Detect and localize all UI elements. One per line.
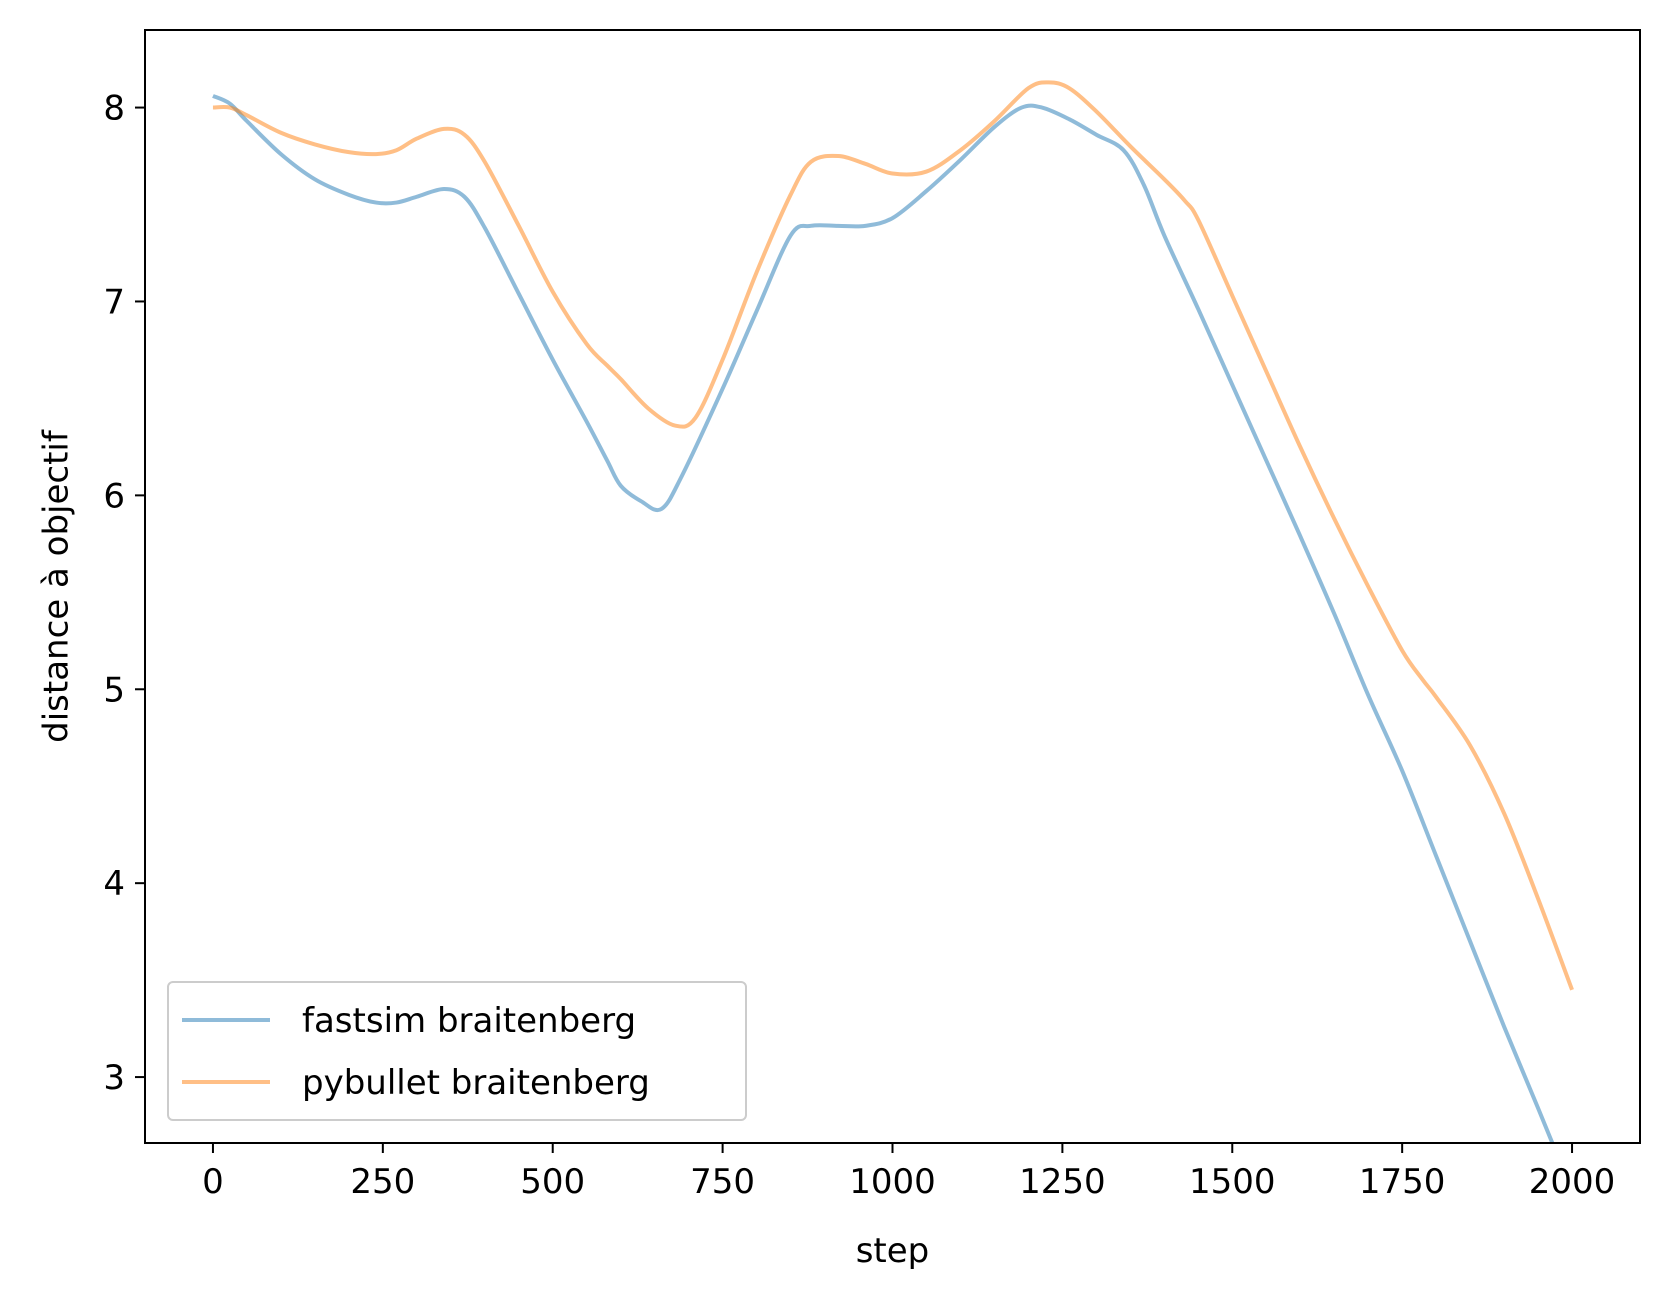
y-tick-label: 3 [103, 1058, 125, 1098]
x-tick-label: 1000 [849, 1162, 936, 1202]
x-axis-ticks: 0 250 500 750 1000 1250 1500 1750 2000 [202, 1143, 1615, 1202]
y-tick-label: 8 [103, 89, 125, 129]
y-axis-label: distance à objectif [37, 429, 77, 743]
x-tick-label: 1250 [1019, 1162, 1106, 1202]
y-tick-label: 7 [103, 282, 125, 322]
y-tick-label: 5 [103, 670, 125, 710]
x-tick-label: 750 [690, 1162, 755, 1202]
plot-frame [144, 29, 1641, 1144]
x-tick-label: 1750 [1359, 1162, 1446, 1202]
x-tick-label: 1500 [1189, 1162, 1276, 1202]
legend-label-fastsim: fastsim braitenberg [302, 1001, 636, 1041]
legend: fastsim braitenberg pybullet braitenberg [167, 981, 747, 1121]
x-tick-label: 250 [350, 1162, 415, 1202]
x-tick-label: 2000 [1529, 1162, 1616, 1202]
y-tick-label: 6 [103, 476, 125, 516]
series-layer [212, 80, 1574, 1143]
x-tick-label: 500 [520, 1162, 585, 1202]
y-tick-label: 4 [103, 864, 125, 904]
x-axis-label: step [856, 1231, 930, 1271]
y-axis-ticks: 3 4 5 6 7 8 [103, 89, 145, 1098]
series-line-0 [212, 94, 1555, 1143]
series-line-1 [212, 80, 1574, 991]
x-tick-label: 0 [202, 1162, 224, 1202]
legend-label-pybullet: pybullet braitenberg [302, 1063, 650, 1103]
legend-box [167, 981, 747, 1121]
